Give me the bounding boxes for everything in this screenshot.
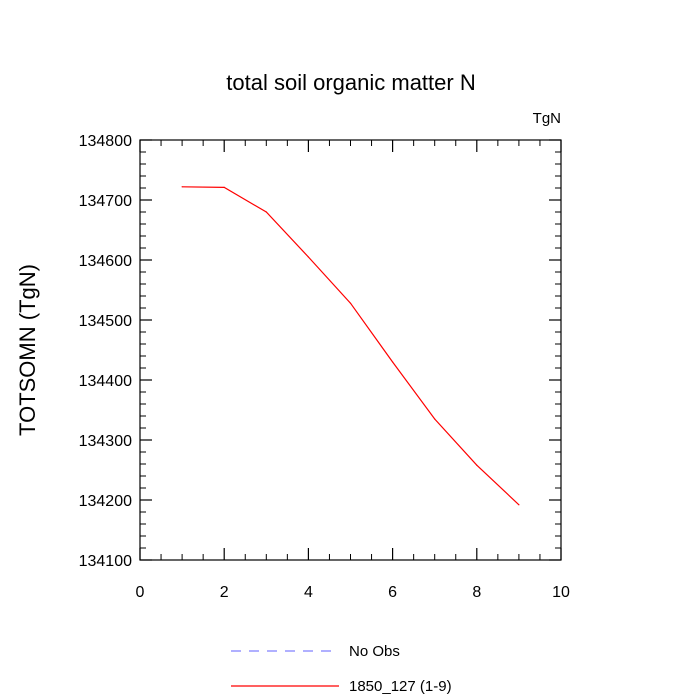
legend-entry-label: 1850_127 (1-9)	[349, 678, 452, 695]
data-point	[392, 361, 394, 363]
plot-frame	[139, 139, 562, 561]
y-tick-label: 134400	[79, 373, 132, 390]
data-point	[349, 302, 352, 304]
x-tick-label: 4	[304, 584, 313, 601]
data-point	[518, 504, 520, 506]
data-point	[265, 211, 267, 213]
x-tick-label: 8	[472, 584, 481, 601]
y-axis-label: TOTSOMN (TgN)	[15, 264, 40, 436]
ticks: 0 2 4 6 8 10 134100 134200 134300 134400 134500 134…	[79, 133, 570, 601]
y-tick-label: 134200	[79, 493, 132, 510]
data-point	[181, 186, 183, 188]
data-point	[434, 418, 436, 420]
units-label: TgN	[533, 110, 561, 127]
chart-title: total soil organic matter N	[226, 70, 475, 95]
y-tick-label: 134100	[79, 553, 132, 570]
data-point	[476, 464, 478, 466]
series-line	[182, 186, 520, 506]
y-tick-label: 134800	[79, 133, 132, 150]
y-tick-label: 134300	[79, 433, 132, 450]
y-tick-label: 134500	[79, 313, 132, 330]
legend: No Obs 1850_127 (1-9)	[231, 643, 452, 695]
x-tick-label: 10	[552, 584, 570, 601]
data-point	[223, 186, 225, 188]
x-tick-label: 6	[388, 584, 397, 601]
y-tick-label: 134700	[79, 193, 132, 210]
x-tick-label: 2	[220, 584, 229, 601]
x-tick-label: 0	[136, 584, 145, 601]
legend-entry-label: No Obs	[349, 643, 400, 660]
data-point	[307, 256, 309, 258]
series-lines	[181, 186, 520, 506]
y-tick-label: 134600	[79, 253, 132, 270]
